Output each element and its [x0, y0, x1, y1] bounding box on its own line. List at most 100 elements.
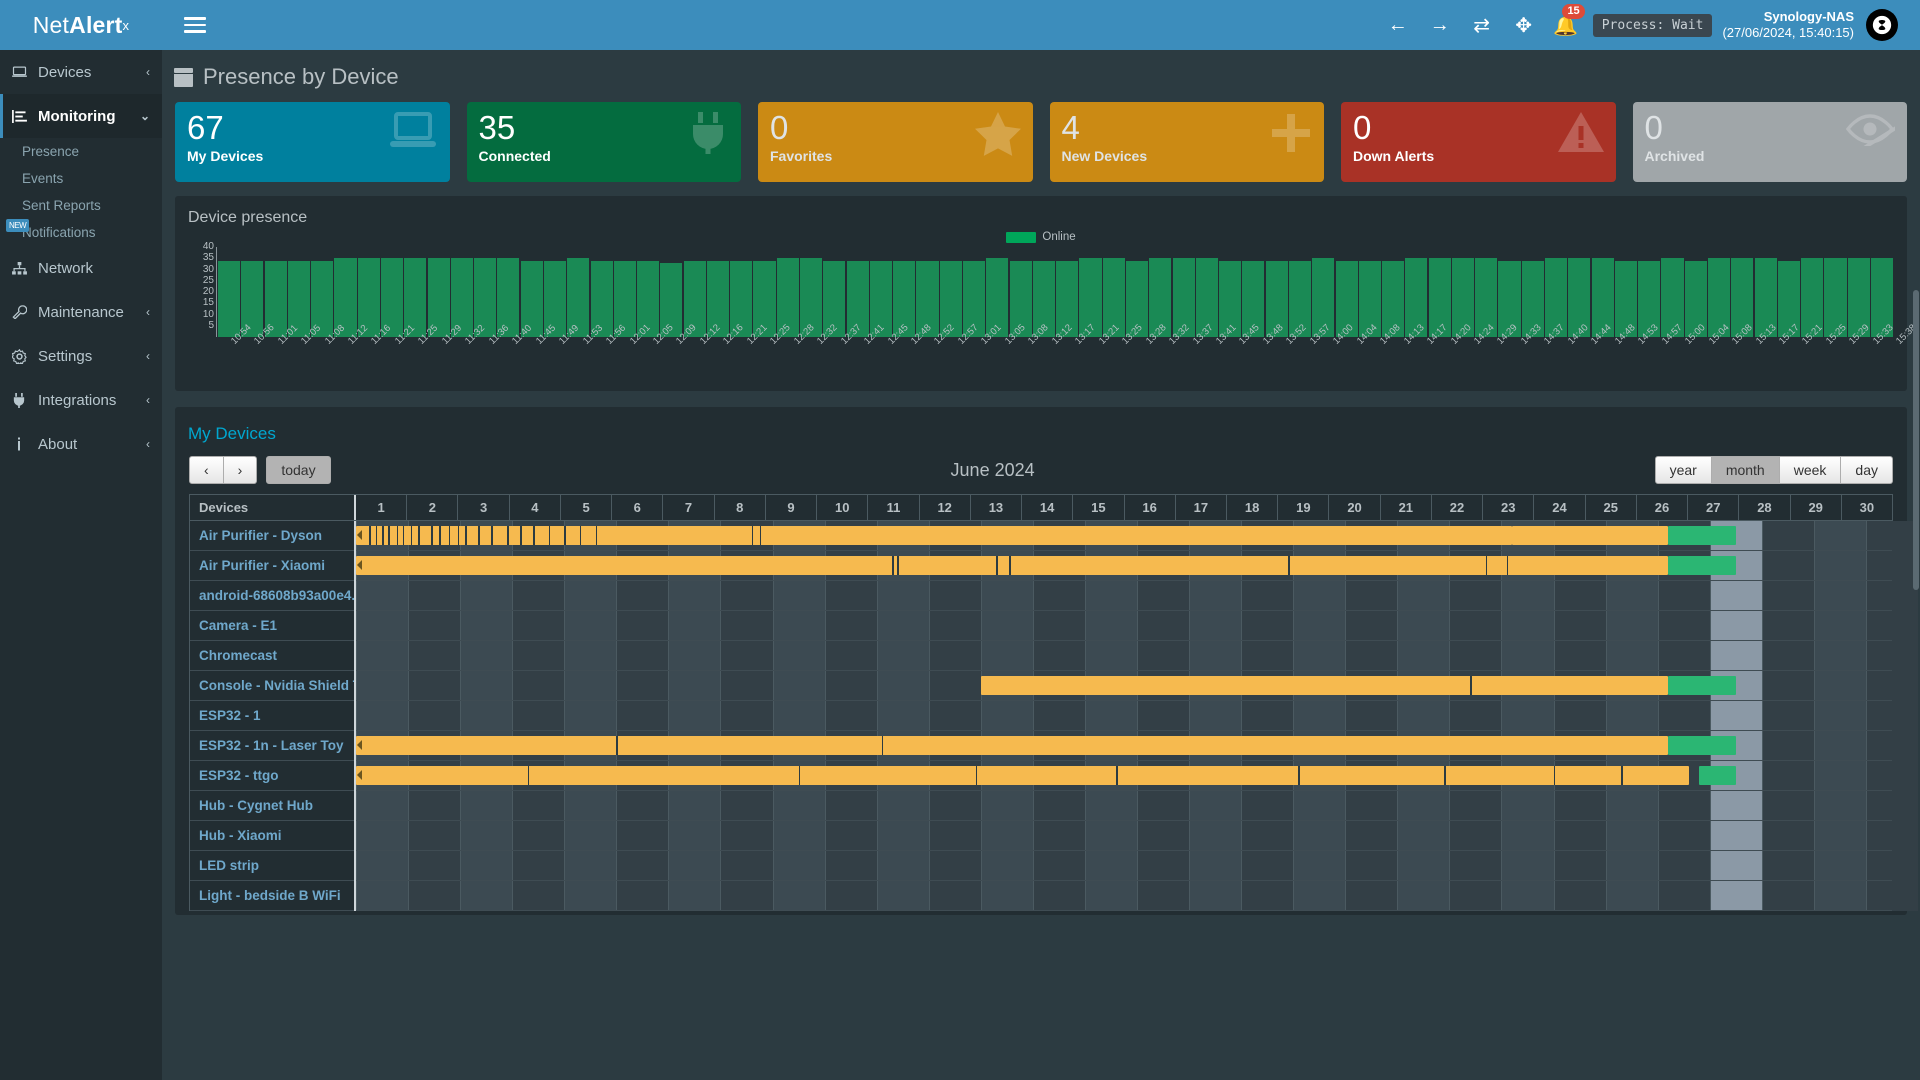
chart-bar[interactable]	[357, 258, 380, 337]
day-header-24[interactable]: 24	[1533, 495, 1584, 520]
day-header-25[interactable]: 25	[1584, 495, 1636, 520]
chart-bar[interactable]	[1591, 258, 1614, 337]
next-button[interactable]: ›	[223, 456, 258, 484]
chart-bar[interactable]	[1568, 258, 1591, 337]
chart-bar[interactable]	[264, 260, 287, 337]
device-name[interactable]: Hub - Xiaomi	[190, 821, 354, 851]
chart-bar[interactable]	[1754, 258, 1777, 337]
refresh-icon[interactable]: ⇄	[1473, 14, 1491, 37]
chart-bar[interactable]	[474, 258, 497, 337]
chart-bar[interactable]	[776, 258, 799, 337]
presence-bar[interactable]	[1668, 526, 1736, 545]
day-header-9[interactable]: 9	[764, 495, 816, 520]
presence-bar[interactable]	[980, 676, 1669, 695]
device-name[interactable]: Light - bedside B WiFi	[190, 881, 354, 911]
chart-bar[interactable]	[1149, 258, 1172, 337]
stat-card-my-devices[interactable]: 67 My Devices	[175, 102, 450, 182]
day-header-23[interactable]: 23	[1482, 495, 1533, 520]
device-name[interactable]: ESP32 - ttgo	[190, 761, 354, 791]
chart-bar[interactable]	[1056, 260, 1079, 337]
today-button[interactable]: today	[266, 456, 331, 484]
chart-bar[interactable]	[1195, 258, 1218, 337]
day-header-18[interactable]: 18	[1225, 495, 1277, 520]
chart-bar[interactable]	[800, 258, 823, 337]
chart-bar[interactable]	[241, 260, 264, 337]
chart-bar[interactable]	[706, 260, 729, 337]
sidebar-item-about[interactable]: About ‹	[0, 422, 162, 466]
day-header-17[interactable]: 17	[1174, 495, 1226, 520]
device-name[interactable]: Console - Nvidia Shield T...	[190, 671, 354, 701]
sidebar-item-monitoring[interactable]: Monitoring ⌄	[0, 94, 162, 138]
day-header-27[interactable]: 27	[1687, 495, 1738, 520]
chart-bar[interactable]	[1428, 258, 1451, 337]
chart-bar[interactable]	[1312, 258, 1335, 337]
user-info[interactable]: Synology-NAS (27/06/2024, 15:40:15)	[1722, 9, 1866, 41]
chart-bar[interactable]	[986, 258, 1009, 337]
day-header-2[interactable]: 2	[406, 495, 457, 520]
arrow-right-icon[interactable]: →	[1429, 13, 1450, 36]
chart-bar[interactable]	[1847, 258, 1870, 337]
prev-button[interactable]: ‹	[189, 456, 224, 484]
day-header-1[interactable]: 1	[377, 500, 385, 515]
chart-bar[interactable]	[1358, 260, 1381, 337]
bell-icon[interactable]: 🔔 15	[1545, 0, 1587, 50]
day-header-3[interactable]: 3	[457, 495, 508, 520]
chart-bar[interactable]	[846, 260, 869, 337]
chart-bar[interactable]	[1242, 260, 1265, 337]
chart-bar[interactable]	[520, 260, 543, 337]
device-name[interactable]: Air Purifier - Xiaomi	[190, 551, 354, 581]
chart-bar[interactable]	[1382, 260, 1405, 337]
chart-bar[interactable]	[1451, 258, 1474, 337]
presence-bar[interactable]	[356, 526, 1512, 545]
chart-bar[interactable]	[287, 260, 310, 337]
stat-card-new-devices[interactable]: 4 New Devices	[1049, 102, 1324, 182]
chart-bar[interactable]	[1545, 258, 1568, 337]
arrow-left-icon[interactable]: ←	[1387, 13, 1408, 36]
chart-bar[interactable]	[1102, 258, 1125, 337]
chart-bar[interactable]	[1219, 260, 1242, 337]
sidebar-item-network[interactable]: Network	[0, 246, 162, 290]
day-header-10[interactable]: 10	[816, 495, 867, 520]
presence-bar[interactable]	[1511, 526, 1669, 545]
day-header-11[interactable]: 11	[867, 495, 918, 520]
view-button-year[interactable]: year	[1654, 456, 1712, 484]
chart-bar[interactable]	[613, 260, 636, 337]
day-header-5[interactable]: 5	[559, 495, 611, 520]
chart-bar[interactable]	[869, 260, 892, 337]
stat-card-connected[interactable]: 35 Connected	[466, 102, 741, 182]
view-button-month[interactable]: month	[1711, 456, 1780, 484]
chart-bar[interactable]	[1614, 260, 1637, 337]
arrows-move-icon[interactable]: ✥	[1515, 14, 1533, 37]
chart-bar[interactable]	[1731, 258, 1754, 337]
day-header-12[interactable]: 12	[918, 495, 970, 520]
day-header-29[interactable]: 29	[1789, 495, 1841, 520]
chart-bar[interactable]	[939, 260, 962, 337]
chart-bar[interactable]	[1009, 260, 1032, 337]
sidebar-item-devices[interactable]: Devices ‹	[0, 50, 162, 94]
page-scrollbar[interactable]	[1912, 50, 1920, 1080]
day-header-14[interactable]: 14	[1021, 495, 1072, 520]
device-name[interactable]: LED strip	[190, 851, 354, 881]
chart-bar[interactable]	[1288, 260, 1312, 337]
chart-bar[interactable]	[637, 260, 660, 337]
day-header-4[interactable]: 4	[508, 495, 560, 520]
day-header-22[interactable]: 22	[1430, 495, 1482, 520]
day-header-16[interactable]: 16	[1123, 495, 1175, 520]
day-header-15[interactable]: 15	[1072, 495, 1123, 520]
chart-bar[interactable]	[450, 258, 473, 337]
scrollbar-thumb[interactable]	[1913, 290, 1919, 590]
stat-card-archived[interactable]: 0 Archived	[1632, 102, 1907, 182]
device-name[interactable]: Chromecast	[190, 641, 354, 671]
sidebar-subitem-events[interactable]: Events	[0, 165, 162, 192]
sidebar-subitem-notifications[interactable]: Notifications	[0, 219, 162, 246]
chart-bar[interactable]	[893, 260, 916, 337]
chart-bar[interactable]	[730, 260, 753, 337]
device-name[interactable]: ESP32 - 1n - Laser Toy	[190, 731, 354, 761]
sidebar-item-maintenance[interactable]: Maintenance ‹	[0, 290, 162, 334]
chart-bar[interactable]	[1265, 260, 1288, 337]
chart-bar[interactable]	[1824, 258, 1847, 337]
device-name[interactable]: Air Purifier - Dyson	[190, 521, 354, 551]
view-button-day[interactable]: day	[1841, 456, 1893, 484]
chart-bar[interactable]	[753, 260, 776, 337]
chart-bar[interactable]	[1405, 258, 1428, 337]
